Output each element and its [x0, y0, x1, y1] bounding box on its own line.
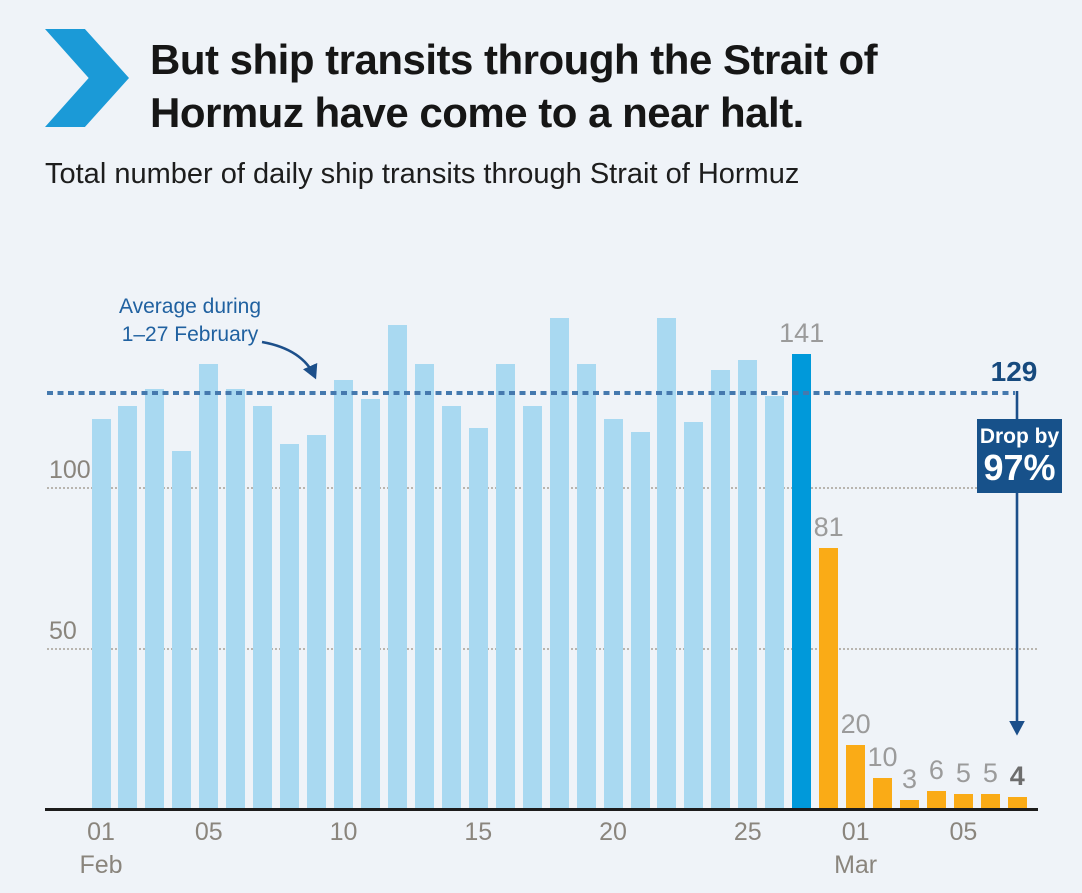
bar-value-label-mar-05: 5 — [955, 757, 971, 788]
bar-feb-09 — [307, 434, 327, 810]
bar-feb-11 — [361, 399, 380, 810]
bar-feb-27 — [792, 353, 812, 810]
x-tick-25: 25 — [733, 818, 762, 846]
bar-feb-24 — [711, 370, 731, 810]
x-tick-20: 20 — [599, 818, 627, 846]
average-annotation-line-2: 1–27 February — [121, 323, 259, 346]
average-value-label: 129 — [990, 356, 1038, 387]
x-tick-Feb-01: 01 Feb — [79, 818, 123, 879]
title-line-1: But ship transits through the Strait of — [150, 36, 878, 83]
bar-feb-03 — [145, 389, 165, 810]
x-tick-05: 05 — [949, 818, 978, 846]
bar-value-label-mar-04: 6 — [928, 754, 944, 785]
bar-feb-16 — [495, 363, 515, 810]
x-tick-month-feb: Feb — [79, 851, 123, 879]
bar-mar-05 — [953, 793, 973, 810]
bar-feb-23 — [684, 421, 704, 810]
bar-feb-15 — [468, 428, 488, 810]
chart-subtitle: Total number of daily ship transits thro… — [45, 158, 800, 190]
bar-mar-02 — [873, 777, 893, 810]
bar-feb-18 — [549, 318, 569, 810]
bar-feb-01 — [91, 418, 111, 810]
x-tick-Mar-01: 01 Mar — [834, 818, 878, 879]
bar-value-label-feb-27: 141 — [779, 317, 825, 348]
x-tick-05: 05 — [194, 818, 223, 846]
bar-feb-21 — [630, 431, 650, 810]
bar-value-label-mar-07: 4 — [1009, 761, 1025, 792]
bar-feb-17 — [522, 405, 542, 810]
bar-feb-13 — [414, 363, 434, 810]
bar-feb-05 — [199, 363, 219, 810]
bar-feb-28 — [819, 547, 839, 810]
bar-mar-04 — [926, 790, 946, 810]
bar-value-label-mar-02: 10 — [867, 741, 898, 772]
drop-badge-percent: 97% — [983, 447, 1056, 488]
bar-value-label-mar-03: 3 — [901, 764, 918, 795]
bar-feb-07 — [253, 405, 273, 810]
average-line — [47, 390, 1015, 395]
bar-feb-26 — [765, 395, 785, 810]
bar-value-label-feb-28: 81 — [813, 511, 844, 542]
bar-feb-10 — [334, 379, 354, 810]
drop-badge: Drop by 97% — [977, 419, 1062, 493]
bar-feb-06 — [226, 389, 246, 810]
y-tick-label-100: 100 — [49, 455, 91, 484]
bar-feb-25 — [738, 360, 758, 810]
drop-badge-text: Drop by — [979, 425, 1060, 448]
bar-feb-19 — [576, 363, 596, 810]
x-tick-10: 10 — [329, 818, 358, 846]
x-axis-line — [45, 808, 1038, 811]
bar-feb-22 — [657, 318, 677, 810]
x-tick-15: 15 — [464, 818, 493, 846]
bar-value-label-mar-06: 5 — [982, 757, 998, 788]
bar-feb-14 — [441, 405, 461, 810]
average-annotation: Average during 1–27 February — [90, 293, 290, 349]
bar-mar-07 — [1007, 797, 1027, 810]
bar-mar-06 — [980, 793, 1000, 810]
gridline-50 — [47, 648, 1037, 651]
y-tick-label-50: 50 — [49, 617, 77, 646]
title-line-2: Hormuz have come to a near halt. — [150, 89, 804, 136]
page-title: But ship transits through the Strait of … — [150, 33, 1050, 139]
bar-feb-08 — [280, 444, 300, 810]
bar-feb-04 — [172, 450, 192, 810]
gridline-100 — [47, 486, 1037, 489]
bar-mar-01 — [846, 745, 866, 810]
chevron-icon — [45, 29, 129, 127]
bar-value-label-mar-01: 20 — [840, 709, 871, 740]
bar-feb-12 — [387, 324, 407, 810]
bar-feb-20 — [603, 418, 623, 810]
bar-mar-03 — [900, 800, 919, 810]
x-tick-month-mar: Mar — [834, 851, 878, 879]
bar-feb-02 — [118, 405, 138, 810]
average-annotation-line-1: Average during — [118, 295, 262, 318]
